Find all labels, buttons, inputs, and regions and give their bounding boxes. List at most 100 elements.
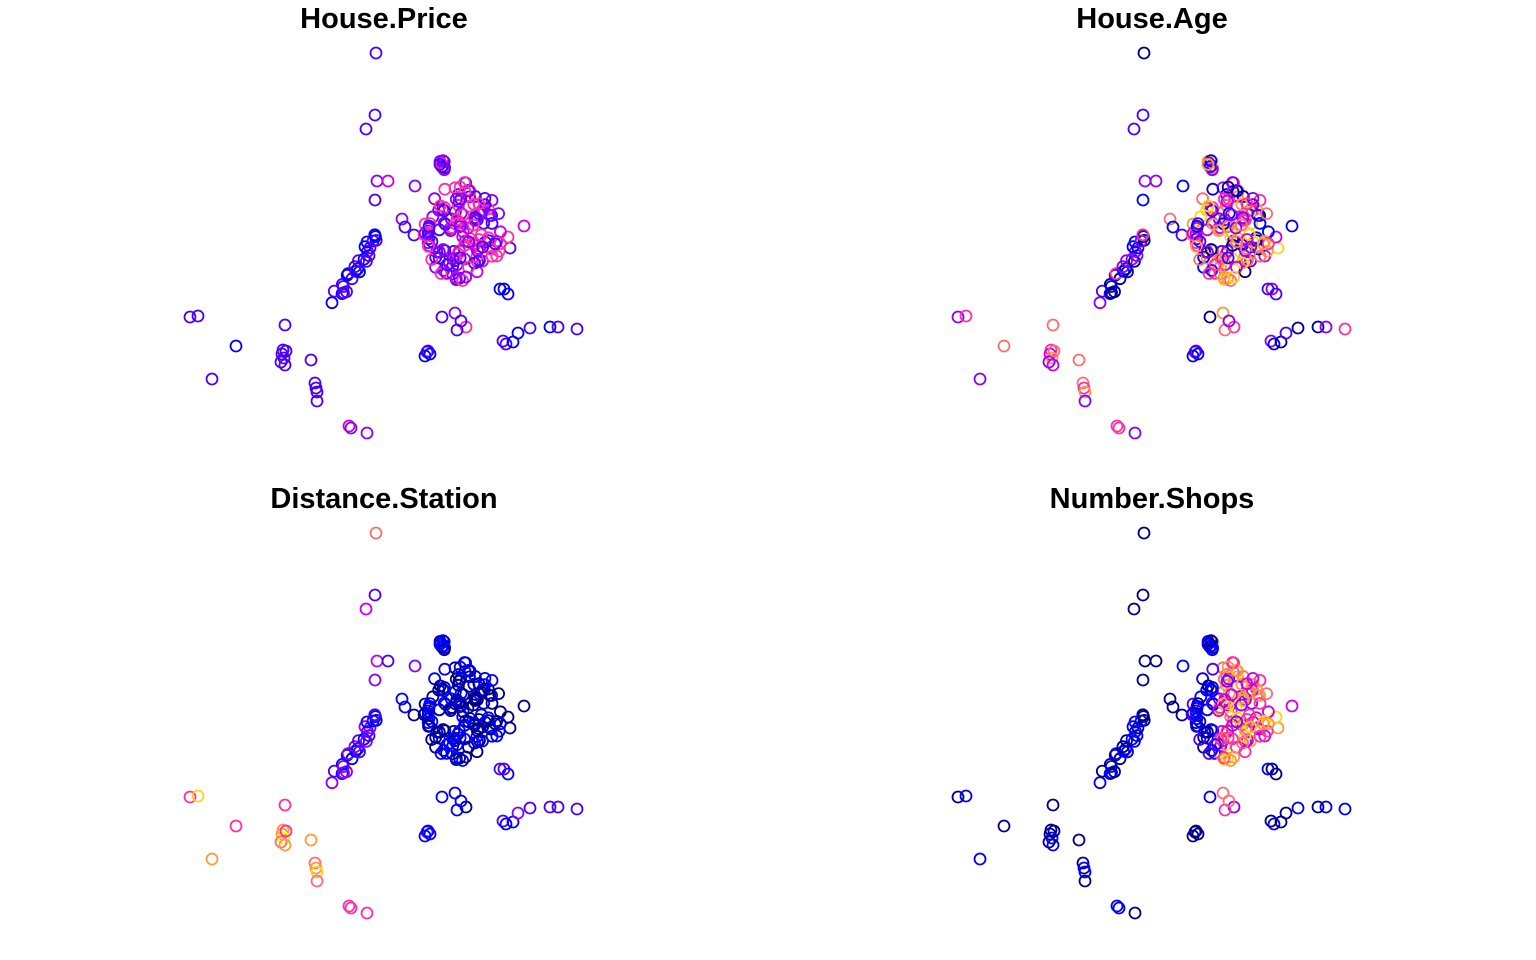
scatter-point	[1216, 306, 1230, 320]
scatter-point	[449, 672, 463, 686]
scatter-point	[456, 754, 470, 767]
scatter-point	[1137, 526, 1151, 540]
scatter-point	[459, 750, 473, 764]
scatter-point	[454, 314, 468, 328]
scatter-point	[304, 833, 318, 847]
scatter-point	[1253, 249, 1267, 263]
scatter-point	[1224, 754, 1238, 767]
scatter-point	[1253, 729, 1267, 743]
scatter-point	[1093, 776, 1107, 790]
scatter-point	[1072, 353, 1086, 367]
scatter-plot	[951, 526, 1352, 920]
scatter-point	[1104, 280, 1118, 293]
scatter-point	[1240, 197, 1254, 211]
scatter-point	[1078, 385, 1092, 399]
scatter-point	[1202, 267, 1216, 280]
scatter-point	[381, 654, 395, 668]
scatter-point	[453, 660, 467, 674]
scatter-point	[1128, 426, 1142, 440]
scatter-point	[1217, 192, 1231, 206]
scatter-point	[485, 696, 499, 710]
scatter-point	[444, 224, 458, 238]
scatter-point	[1128, 906, 1142, 920]
scatter-point	[1076, 856, 1090, 870]
plot-panel-distance-station: Distance.Station	[0, 480, 768, 960]
scatter-point	[395, 212, 409, 226]
scatter-point	[1163, 212, 1177, 226]
scatter-point	[1212, 704, 1226, 718]
scatter-point	[1206, 662, 1220, 676]
scatter-point	[472, 677, 486, 691]
scatter-point	[395, 692, 409, 706]
scatter-point	[1261, 762, 1275, 776]
scatter-point	[1193, 733, 1207, 746]
scatter-point	[304, 353, 318, 367]
scatter-point	[359, 254, 373, 268]
scatter-point	[368, 588, 382, 602]
scatter-point	[1136, 673, 1150, 687]
scatter-point	[1338, 802, 1352, 816]
scatter-point	[1190, 239, 1203, 253]
scatter-point	[369, 526, 383, 540]
scatter-point	[1138, 174, 1152, 188]
scatter-point	[1149, 174, 1163, 188]
scatter-point	[1221, 180, 1235, 194]
scatter-point	[422, 699, 436, 713]
scatter-point	[368, 193, 382, 207]
scatter-point	[1046, 838, 1060, 852]
scatter-point	[1230, 715, 1244, 729]
scatter-point	[398, 220, 412, 234]
scatter-point	[476, 720, 490, 734]
scatter-point	[363, 241, 377, 255]
scatter-point	[1208, 258, 1222, 272]
scatter-point	[1201, 199, 1215, 213]
scatter-point	[523, 801, 537, 815]
scatter-point	[466, 218, 480, 232]
scatter-point	[433, 679, 447, 693]
scatter-point	[440, 738, 454, 752]
scatter-point	[436, 154, 450, 168]
scatter-point	[1204, 154, 1218, 168]
scatter-point	[1227, 270, 1241, 284]
scatter-point	[1203, 310, 1217, 324]
scatter-point	[1046, 318, 1060, 332]
scatter-point	[1131, 241, 1145, 255]
scatter-point	[1149, 654, 1163, 668]
scatter-point	[466, 698, 480, 712]
scatter-point	[433, 637, 447, 651]
scatter-point	[359, 734, 373, 748]
scatter-point	[1244, 240, 1258, 254]
scatter-point	[1189, 824, 1203, 838]
scatter-point	[1046, 358, 1060, 372]
scatter-point	[438, 182, 452, 196]
scatter-point	[485, 729, 499, 743]
scatter-point	[452, 674, 466, 688]
scatter-point	[485, 249, 499, 263]
scatter-point	[1138, 654, 1152, 668]
panel-title: House.Price	[300, 3, 468, 35]
scatter-point	[959, 789, 973, 803]
scatter-point	[1190, 699, 1204, 713]
scatter-point	[1220, 674, 1234, 688]
scatter-point	[422, 239, 435, 253]
plot-panel-number-shops: Number.Shops	[768, 480, 1536, 960]
scatter-point	[1319, 800, 1333, 814]
scatter-point	[499, 337, 513, 351]
scatter-point	[1234, 698, 1248, 712]
scatter-point	[279, 824, 293, 838]
scatter-point	[1221, 251, 1235, 265]
scatter-point	[470, 250, 484, 264]
scatter-point	[1127, 602, 1141, 616]
scatter-point	[1120, 734, 1133, 748]
scatter-point	[308, 376, 322, 390]
scatter-point	[523, 321, 537, 335]
scatter-point	[278, 838, 292, 852]
scatter-point	[408, 179, 422, 193]
scatter-point	[1204, 634, 1218, 648]
scatter-point	[1200, 725, 1214, 739]
scatter-plot	[951, 46, 1352, 440]
scatter-point	[1136, 193, 1150, 207]
scatter-point	[1251, 688, 1265, 702]
scatter-point	[1078, 865, 1092, 879]
scatter-point	[493, 237, 507, 251]
